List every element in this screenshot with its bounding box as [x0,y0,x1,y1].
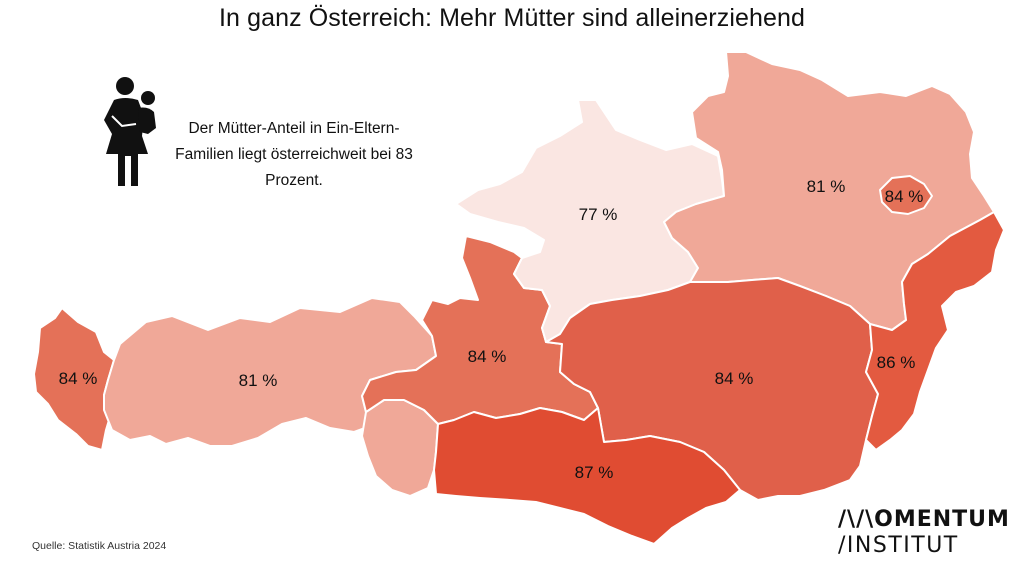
info-text: Der Mütter-Anteil in Ein-Eltern-Familien… [175,120,413,189]
label-burgenland: 86 % [877,353,916,372]
logo-line-2: /INSTITUT [838,533,959,558]
label-vorarlberg: 84 % [59,369,98,388]
region-osttirol [361,399,439,497]
region-kaernten [433,407,741,545]
label-steiermark: 84 % [715,369,754,388]
region-burgenland [865,211,1005,451]
mother-with-child-icon [104,77,156,186]
source-note: Quelle: Statistik Austria 2024 [32,540,167,552]
label-salzburg: 84 % [468,347,507,366]
logo-line-1: /\/\OMENTUM [838,507,1010,532]
label-niederoesterreich: 81 % [807,177,846,196]
momentum-institut-logo: /\/\OMENTUM /INSTITUT [838,507,1010,559]
label-wien: 84 % [885,187,924,206]
region-wien [879,175,933,215]
label-oberoesterreich: 77 % [579,205,618,224]
label-tirol: 81 % [239,371,278,390]
label-kaernten: 87 % [575,463,614,482]
page-title: In ganz Österreich: Mehr Mütter sind all… [218,4,806,32]
